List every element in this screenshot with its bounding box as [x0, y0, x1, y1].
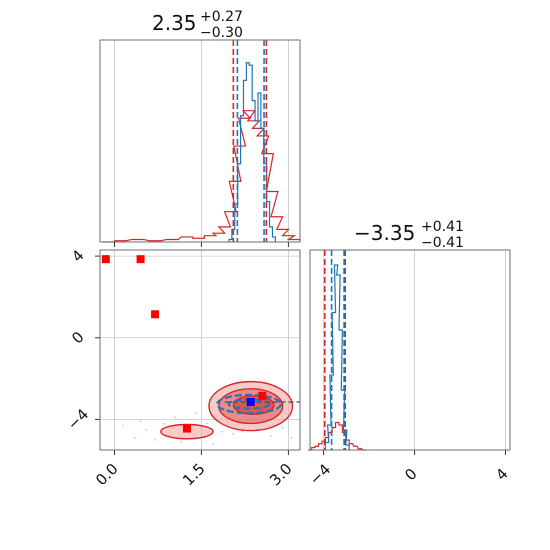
- p3-scatter-point-15: [232, 432, 235, 435]
- p1-red-histogram: [102, 110, 301, 243]
- p3-scatter-point-21: [139, 420, 142, 423]
- p2-xtick-label-1: 0: [401, 465, 420, 484]
- p2-frame: [309, 249, 511, 451]
- title-p2-lower: −0.41: [421, 235, 464, 251]
- p1-blue-histogram: [228, 62, 276, 242]
- p3-scatter-point-0: [122, 424, 125, 427]
- p3-scatter-point-1: [133, 436, 136, 439]
- title-p1-value: 2.35: [152, 11, 197, 35]
- p3-scatter-point-6: [174, 416, 177, 419]
- p3-scatter-point-3: [154, 438, 156, 441]
- p3-scatter-point-18: [270, 434, 272, 437]
- p3-scatter-point-7: [180, 440, 183, 443]
- title-p2-upper: +0.41: [421, 219, 464, 235]
- p3-xtick-label-0: 0.0: [92, 460, 122, 490]
- p3-red-square-4: [258, 391, 267, 400]
- p2-xtick-label-2: 4: [492, 465, 511, 484]
- p3-red-square-1: [136, 255, 145, 264]
- p3-scatter-point-2: [145, 428, 148, 431]
- p3-xtick-label-1: 1.5: [179, 460, 209, 490]
- p3-scatter-point-11: [206, 422, 209, 425]
- p3-ytick-label-1: 0: [68, 328, 87, 347]
- p3-scatter-point-13: [220, 430, 223, 433]
- title-p1-upper: +0.27: [200, 9, 243, 25]
- panel-p1-histogram: [99, 39, 301, 247]
- p3-scatter-point-19: [281, 426, 284, 429]
- title-p1-lower: −0.30: [200, 25, 243, 41]
- p3-red-square-2: [151, 310, 160, 319]
- p3-red-square-0: [101, 255, 110, 264]
- p3-ytick-label-0: 4: [68, 246, 87, 265]
- p3-frame: [99, 249, 301, 451]
- title-p1: 2.35 +0.27 −0.30: [152, 9, 243, 41]
- panel-p2-histogram: −4 0 4: [306, 249, 512, 489]
- p3-xtick-label-2: 3.0: [266, 460, 296, 490]
- p3-scatter-point-9: [194, 412, 197, 415]
- p3-scatter-point-4: [162, 422, 165, 425]
- p3-scatter-point-23: [212, 442, 214, 445]
- p3-plot-area: [122, 380, 300, 445]
- p3-ytick-label-2: −4: [64, 405, 92, 433]
- panel-p3-density: 0.0 1.5 3.0 4 0 −4: [64, 246, 301, 490]
- p3-blue-contour-0: [216, 393, 282, 415]
- p2-xtick-label-0: −4: [306, 460, 334, 488]
- p3-scatter-point-8: [188, 418, 191, 421]
- p3-blue-square-0: [246, 398, 255, 407]
- p3-red-square-3: [182, 424, 191, 433]
- p3-scatter-point-16: [241, 430, 243, 433]
- title-p2: −3.35 +0.41 −0.41: [354, 219, 464, 251]
- p3-scatter-point-20: [290, 436, 293, 439]
- title-p2-value: −3.35: [354, 221, 415, 245]
- p1-frame: [99, 39, 301, 243]
- p2-red-histogram: [308, 421, 367, 451]
